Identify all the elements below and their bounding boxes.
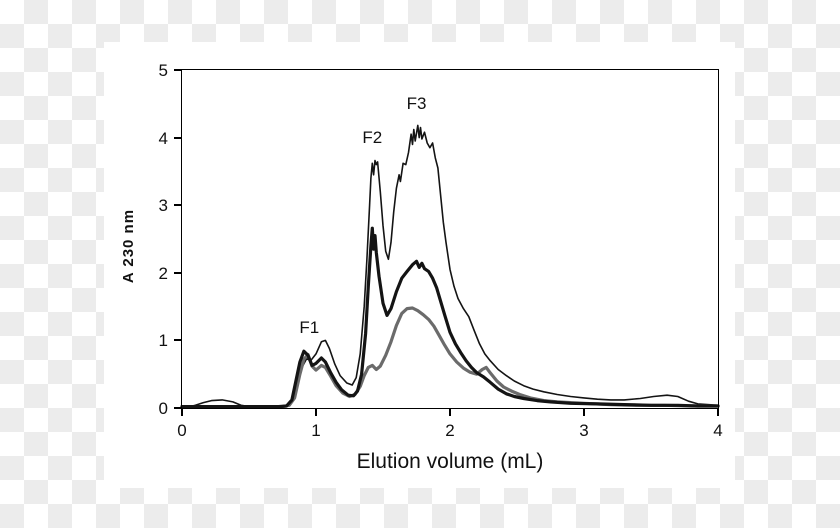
curve-gray-trace [180,306,720,409]
y-tick-mark [174,407,182,409]
y-tick-label: 1 [158,331,168,351]
y-tick-mark [174,271,182,274]
y-tick-label: 4 [158,128,168,148]
y-tick-label: 0 [158,399,168,418]
chromatogram-plot [180,124,720,409]
y-tick-label: 5 [158,61,168,80]
y-axis-title: A 230 nm [120,208,137,284]
y-tick-mark [174,136,182,139]
peak-label-f3: F3 [406,93,427,113]
x-tick-label: 0 [177,421,187,440]
x-tick-label: 4 [713,421,723,440]
x-tick-mark [717,408,719,416]
x-tick-mark [449,408,451,416]
y-tick-mark [174,339,182,342]
peak-label-f1: F1 [299,318,320,338]
y-tick-mark [174,204,182,207]
x-tick-mark [181,408,183,416]
y-tick-label: 3 [158,196,168,216]
peak-label-f2: F2 [362,127,383,147]
x-tick-label: 2 [445,421,455,440]
x-tick-label: 1 [311,421,321,440]
curve-thick-black-trace [180,226,720,409]
x-tick-label: 3 [579,421,589,440]
figure-panel: 0 1 2 3 4 0 1 2 3 4 5 F1 F2 F3 Elution volume (mL) A… [104,42,735,488]
plot-frame [181,69,719,409]
x-tick-mark [583,408,585,416]
y-tick-mark [174,69,182,71]
x-axis-title: Elution volume (mL) [356,450,544,473]
x-tick-mark [315,408,317,416]
y-tick-label: 2 [158,263,168,283]
